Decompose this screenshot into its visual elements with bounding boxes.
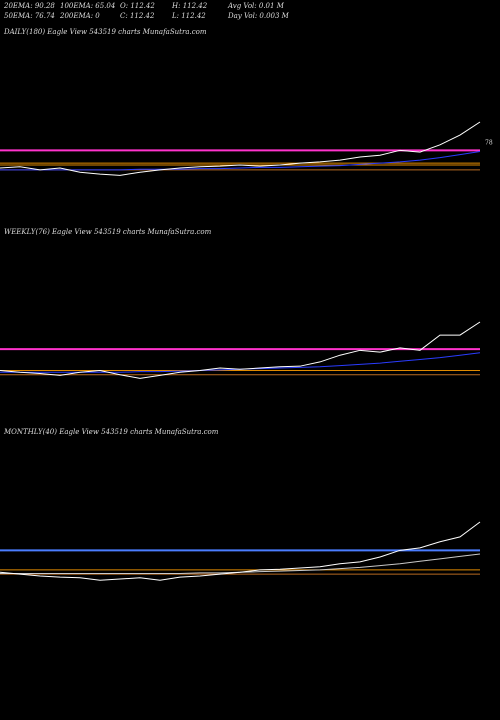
panel-title: MONTHLY(40) Eagle View 543519 charts Mun… <box>3 428 219 436</box>
header-stat: 50EMA: 76.74 <box>4 12 55 20</box>
header-stat: 20EMA: 90.28 <box>3 2 55 10</box>
header-stat: 100EMA: 65.04 <box>60 2 115 10</box>
price-line <box>0 121 481 176</box>
panel-title: DAILY(180) Eagle View 543519 charts Muna… <box>3 28 207 36</box>
price-line <box>0 553 481 575</box>
header-stat: O: 112.42 <box>120 2 155 10</box>
header-stat: C: 112.42 <box>120 12 155 20</box>
header-stat: L: 112.42 <box>171 12 206 20</box>
header-stat: Day Vol: 0.003 M <box>227 12 290 20</box>
header-stat: H: 112.42 <box>171 2 208 10</box>
header-stat: 200EMA: 0 <box>59 12 100 20</box>
header-stat: Avg Vol: 0.01 M <box>227 2 285 10</box>
price-line <box>0 321 481 379</box>
price-line <box>0 521 481 581</box>
panel-title: WEEKLY(76) Eagle View 543519 charts Muna… <box>4 228 212 236</box>
price-line <box>0 151 481 171</box>
price-label: 78 <box>485 140 493 147</box>
